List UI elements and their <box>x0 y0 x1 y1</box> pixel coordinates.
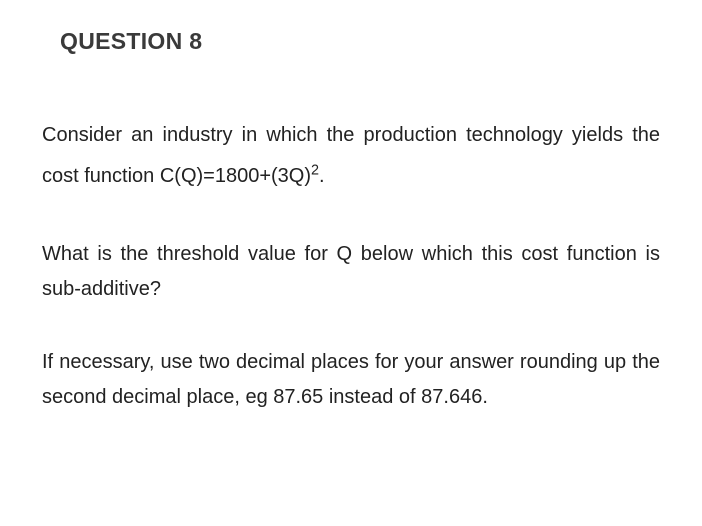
question-heading: QUESTION 8 <box>60 28 660 55</box>
paragraph-1-text-a: Consider an industry in which the produc… <box>42 124 660 187</box>
paragraph-3: If necessary, use two decimal places for… <box>42 345 660 415</box>
paragraph-1-text-b: . <box>319 165 325 187</box>
paragraph-1: Consider an industry in which the produc… <box>42 115 660 197</box>
exponent: 2 <box>311 162 319 178</box>
question-card: QUESTION 8 Consider an industry in which… <box>0 0 702 443</box>
paragraph-2: What is the threshold value for Q below … <box>42 237 660 307</box>
